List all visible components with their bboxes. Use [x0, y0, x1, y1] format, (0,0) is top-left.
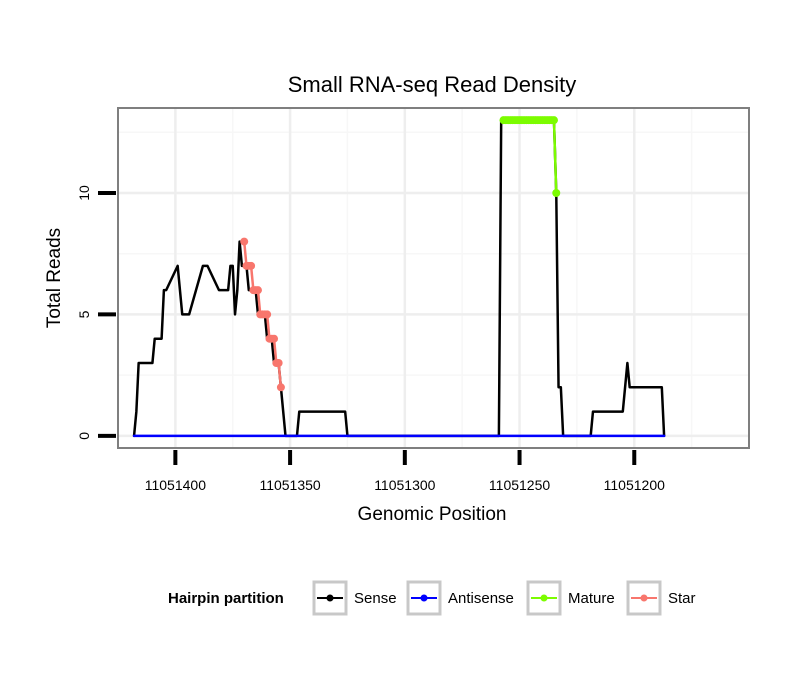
- legend-title: Hairpin partition: [168, 590, 284, 607]
- data-point-mature: [549, 116, 558, 125]
- legend-label-sense: Sense: [354, 590, 397, 607]
- legend-item-sense: Sense: [312, 580, 397, 616]
- legend-key-point: [640, 594, 648, 602]
- data-point-mature: [552, 189, 561, 197]
- chart-title: Small RNA-seq Read Density: [288, 72, 577, 97]
- x-axis-title: Genomic Position: [358, 504, 507, 525]
- data-point-star: [247, 261, 256, 270]
- y-tick-label: 5: [76, 310, 92, 318]
- legend-key-point: [540, 594, 548, 602]
- data-point-star: [240, 237, 249, 246]
- legend-label-star: Star: [668, 590, 696, 607]
- y-tick-label: 0: [76, 432, 92, 440]
- data-point-star: [263, 310, 272, 319]
- plot-panel: [117, 107, 750, 449]
- legend-label-mature: Mature: [568, 590, 615, 607]
- data-point-star: [270, 334, 279, 343]
- legend-item-star: Star: [626, 580, 696, 616]
- legend-key-point: [326, 594, 334, 602]
- data-point-star: [253, 286, 262, 295]
- x-tick-label: 11051350: [259, 477, 320, 493]
- legend-item-antisense: Antisense: [406, 580, 514, 616]
- y-tick-label: 10: [76, 185, 92, 201]
- y-axis-title: Total Reads: [44, 228, 65, 328]
- data-point-star: [274, 359, 283, 367]
- legend-label-antisense: Antisense: [448, 590, 514, 607]
- x-tick-label: 11051250: [489, 477, 550, 493]
- legend-item-mature: Mature: [526, 580, 615, 616]
- x-tick-label: 11051200: [604, 477, 665, 493]
- data-point-star: [276, 383, 285, 392]
- x-tick-label: 11051300: [374, 477, 435, 493]
- axes: 11051400 11051350 11051300 11051250 11051200…: [76, 185, 665, 493]
- legend: Hairpin partition Sense Antisense Mature St…: [168, 580, 696, 616]
- series-layer: [132, 116, 666, 438]
- legend-key-point: [420, 594, 428, 602]
- x-tick-label: 11051400: [145, 477, 206, 493]
